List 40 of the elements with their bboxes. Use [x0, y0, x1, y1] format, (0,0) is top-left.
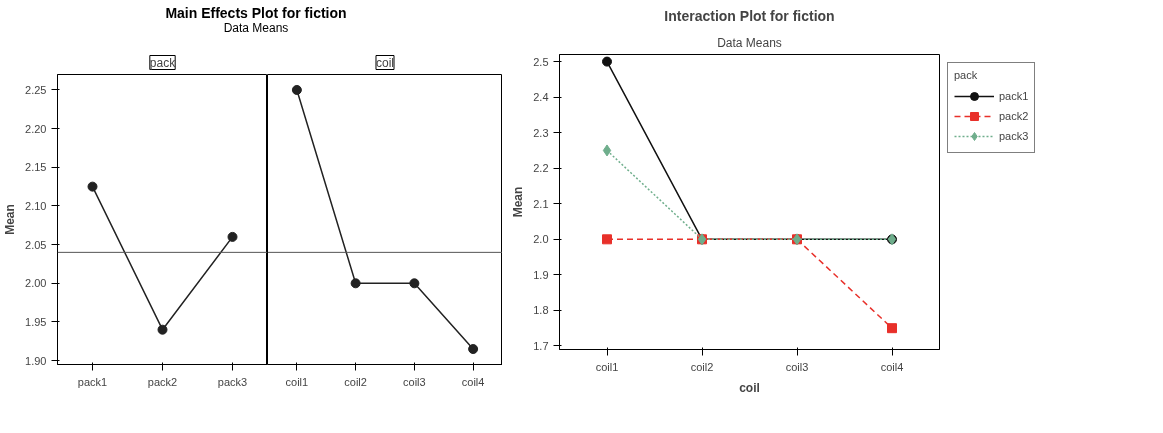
y-tick-label: 2.0	[533, 233, 549, 246]
x-tick-label: coil3	[403, 375, 426, 388]
y-axis-title: Mean	[511, 186, 526, 218]
x-tick-label: coil1	[285, 375, 309, 388]
chart-title: Main Effects Plot for fiction	[165, 5, 347, 21]
legend-label: pack1	[999, 90, 1029, 102]
chart-subtitle: Data Means	[717, 35, 782, 50]
y-tick-label: 2.3	[533, 126, 549, 139]
y-tick-label: 1.8	[533, 304, 549, 317]
y-tick-label: 1.7	[533, 339, 549, 352]
y-tick-label: 2.1	[533, 197, 549, 210]
y-tick-label: 2.20	[25, 122, 47, 135]
x-tick-label: coil4	[880, 360, 904, 373]
y-tick-label: 2.00	[25, 277, 47, 290]
y-tick-label: 1.9	[533, 268, 549, 281]
legend-label: pack3	[999, 130, 1029, 142]
x-tick-label: pack2	[147, 375, 178, 388]
y-tick-label: 1.95	[25, 315, 47, 328]
y-tick-label: 2.10	[25, 199, 47, 212]
x-axis-title: coil	[739, 380, 760, 395]
legend-label: pack2	[999, 110, 1029, 122]
x-tick-label: pack1	[77, 375, 108, 388]
x-tick-label: coil1	[595, 360, 619, 373]
x-tick-label: coil2	[344, 375, 367, 388]
y-tick-label: 2.5	[533, 55, 549, 68]
y-tick-label: 2.15	[25, 161, 47, 174]
x-tick-label: coil2	[690, 360, 714, 373]
chart-subtitle: Data Means	[222, 21, 290, 35]
x-tick-label: coil4	[461, 375, 485, 388]
y-tick-label: 2.05	[25, 238, 47, 251]
x-tick-label: pack3	[217, 375, 248, 388]
y-tick-label: 2.25	[25, 83, 47, 96]
y-axis-title: Mean	[3, 204, 18, 235]
y-tick-label: 1.90	[25, 354, 47, 367]
x-axis-title: pack	[149, 55, 177, 70]
y-tick-label: 2.4	[533, 91, 549, 104]
y-tick-label: 2.2	[533, 162, 549, 175]
chart-title: Interaction Plot for fiction	[664, 7, 835, 24]
x-tick-label: coil3	[785, 360, 809, 373]
legend-title: pack	[954, 69, 979, 81]
